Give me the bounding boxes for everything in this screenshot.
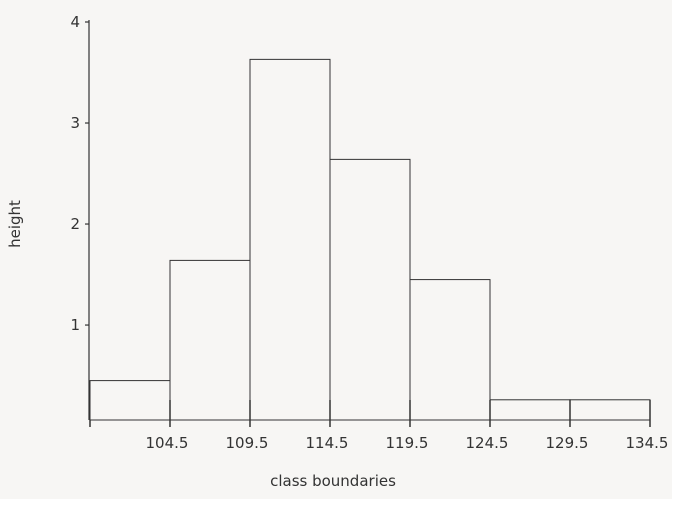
x-tick-label: 109.5 [226,434,269,452]
bar [249,58,331,421]
y-tick-label: 3 [70,114,80,132]
x-tick-label: 104.5 [146,434,189,452]
x-tick-label: 119.5 [386,434,429,452]
bar [89,380,171,421]
x-tick-label: 124.5 [466,434,509,452]
y-tick-label: 2 [70,215,80,233]
bar [489,399,571,421]
x-axis-label: class boundaries [270,472,396,490]
x-tick-label: 129.5 [546,434,589,452]
bar [409,279,491,421]
x-tick-label: 134.5 [626,434,669,452]
y-tick-label: 1 [70,316,80,334]
y-tick-label: 4 [70,13,80,31]
bar [329,158,411,421]
y-axis-label: height [6,200,24,248]
bar [569,399,651,421]
x-tick-label: 114.5 [306,434,349,452]
bar [169,259,251,421]
